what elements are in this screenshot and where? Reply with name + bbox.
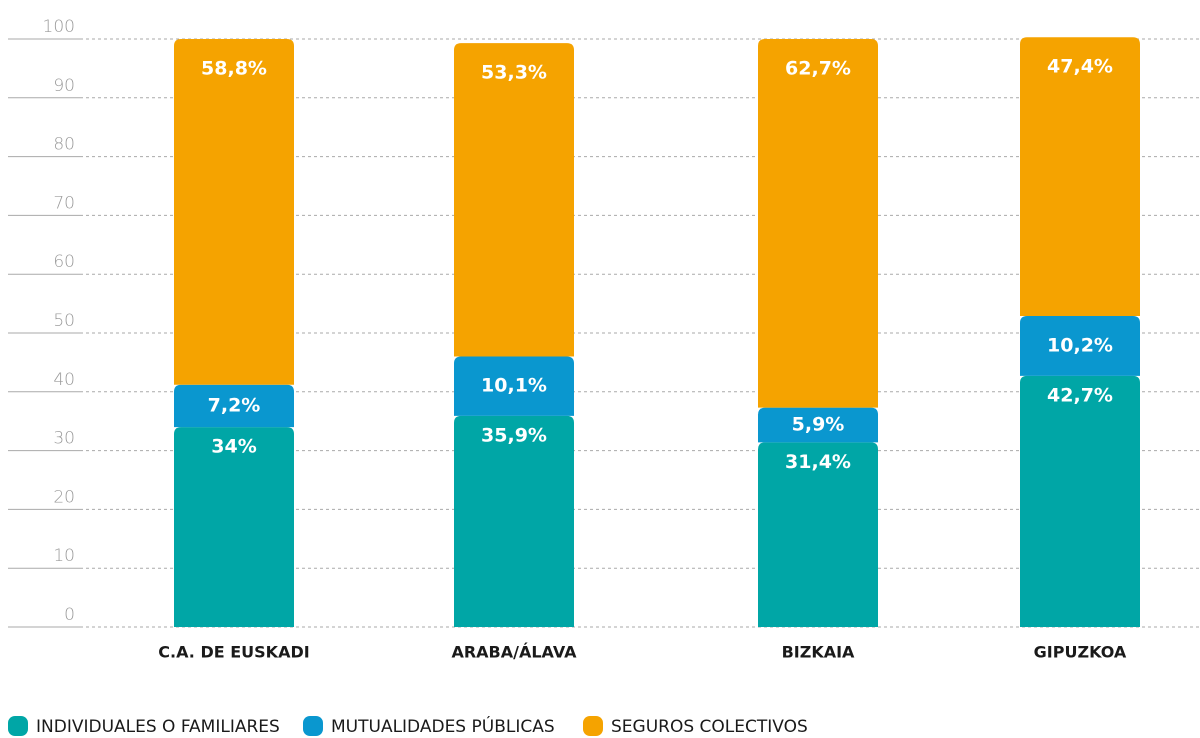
value-label: 10,1% <box>481 375 547 397</box>
y-tick-label: 30 <box>53 429 75 449</box>
bar-segment <box>454 43 574 357</box>
bar-segment <box>1020 315 1140 376</box>
bar-segment <box>174 39 294 385</box>
y-tick-label: 50 <box>53 311 75 331</box>
bar-segment <box>454 415 574 627</box>
bar-segment <box>174 427 294 627</box>
y-tick-label: 90 <box>53 76 75 96</box>
legend-swatch <box>8 716 28 736</box>
legend-label: MUTUALIDADES PÚBLICAS <box>331 715 555 737</box>
value-label: 5,9% <box>792 414 845 436</box>
bar-segment <box>758 442 878 627</box>
y-tick-label: 60 <box>53 252 75 272</box>
x-tick-label: BIZKAIA <box>782 643 855 662</box>
y-tick-label: 20 <box>53 487 75 507</box>
bar-segment <box>758 407 878 443</box>
value-label: 62,7% <box>785 58 851 80</box>
value-label: 47,4% <box>1047 56 1113 78</box>
bar-segment <box>454 356 574 416</box>
x-tick-label: ARABA/ÁLAVA <box>451 643 577 662</box>
value-label: 42,7% <box>1047 384 1113 406</box>
y-tick-label: 40 <box>53 370 75 390</box>
value-label: 35,9% <box>481 424 547 446</box>
bar-segment <box>174 384 294 428</box>
legend-swatch <box>303 716 323 736</box>
bar-segment <box>1020 37 1140 316</box>
bar-segment <box>758 39 878 408</box>
bar-segment <box>1020 375 1140 627</box>
legend-label: SEGUROS COLECTIVOS <box>611 717 808 737</box>
y-tick-label: 0 <box>64 605 75 625</box>
legend-label: INDIVIDUALES O FAMILIARES <box>36 717 280 737</box>
value-label: 58,8% <box>201 58 267 80</box>
y-tick-label: 100 <box>43 17 75 37</box>
x-tick-label: GIPUZKOA <box>1034 643 1127 662</box>
y-tick-label: 10 <box>53 546 75 566</box>
x-tick-label: C.A. DE EUSKADI <box>158 643 309 662</box>
value-label: 53,3% <box>481 62 547 84</box>
value-label: 7,2% <box>208 394 261 416</box>
value-label: 10,2% <box>1047 334 1113 356</box>
y-tick-label: 80 <box>53 135 75 155</box>
value-label: 34% <box>211 436 256 458</box>
y-tick-label: 70 <box>53 193 75 213</box>
legend-swatch <box>583 716 603 736</box>
value-label: 31,4% <box>785 451 851 473</box>
